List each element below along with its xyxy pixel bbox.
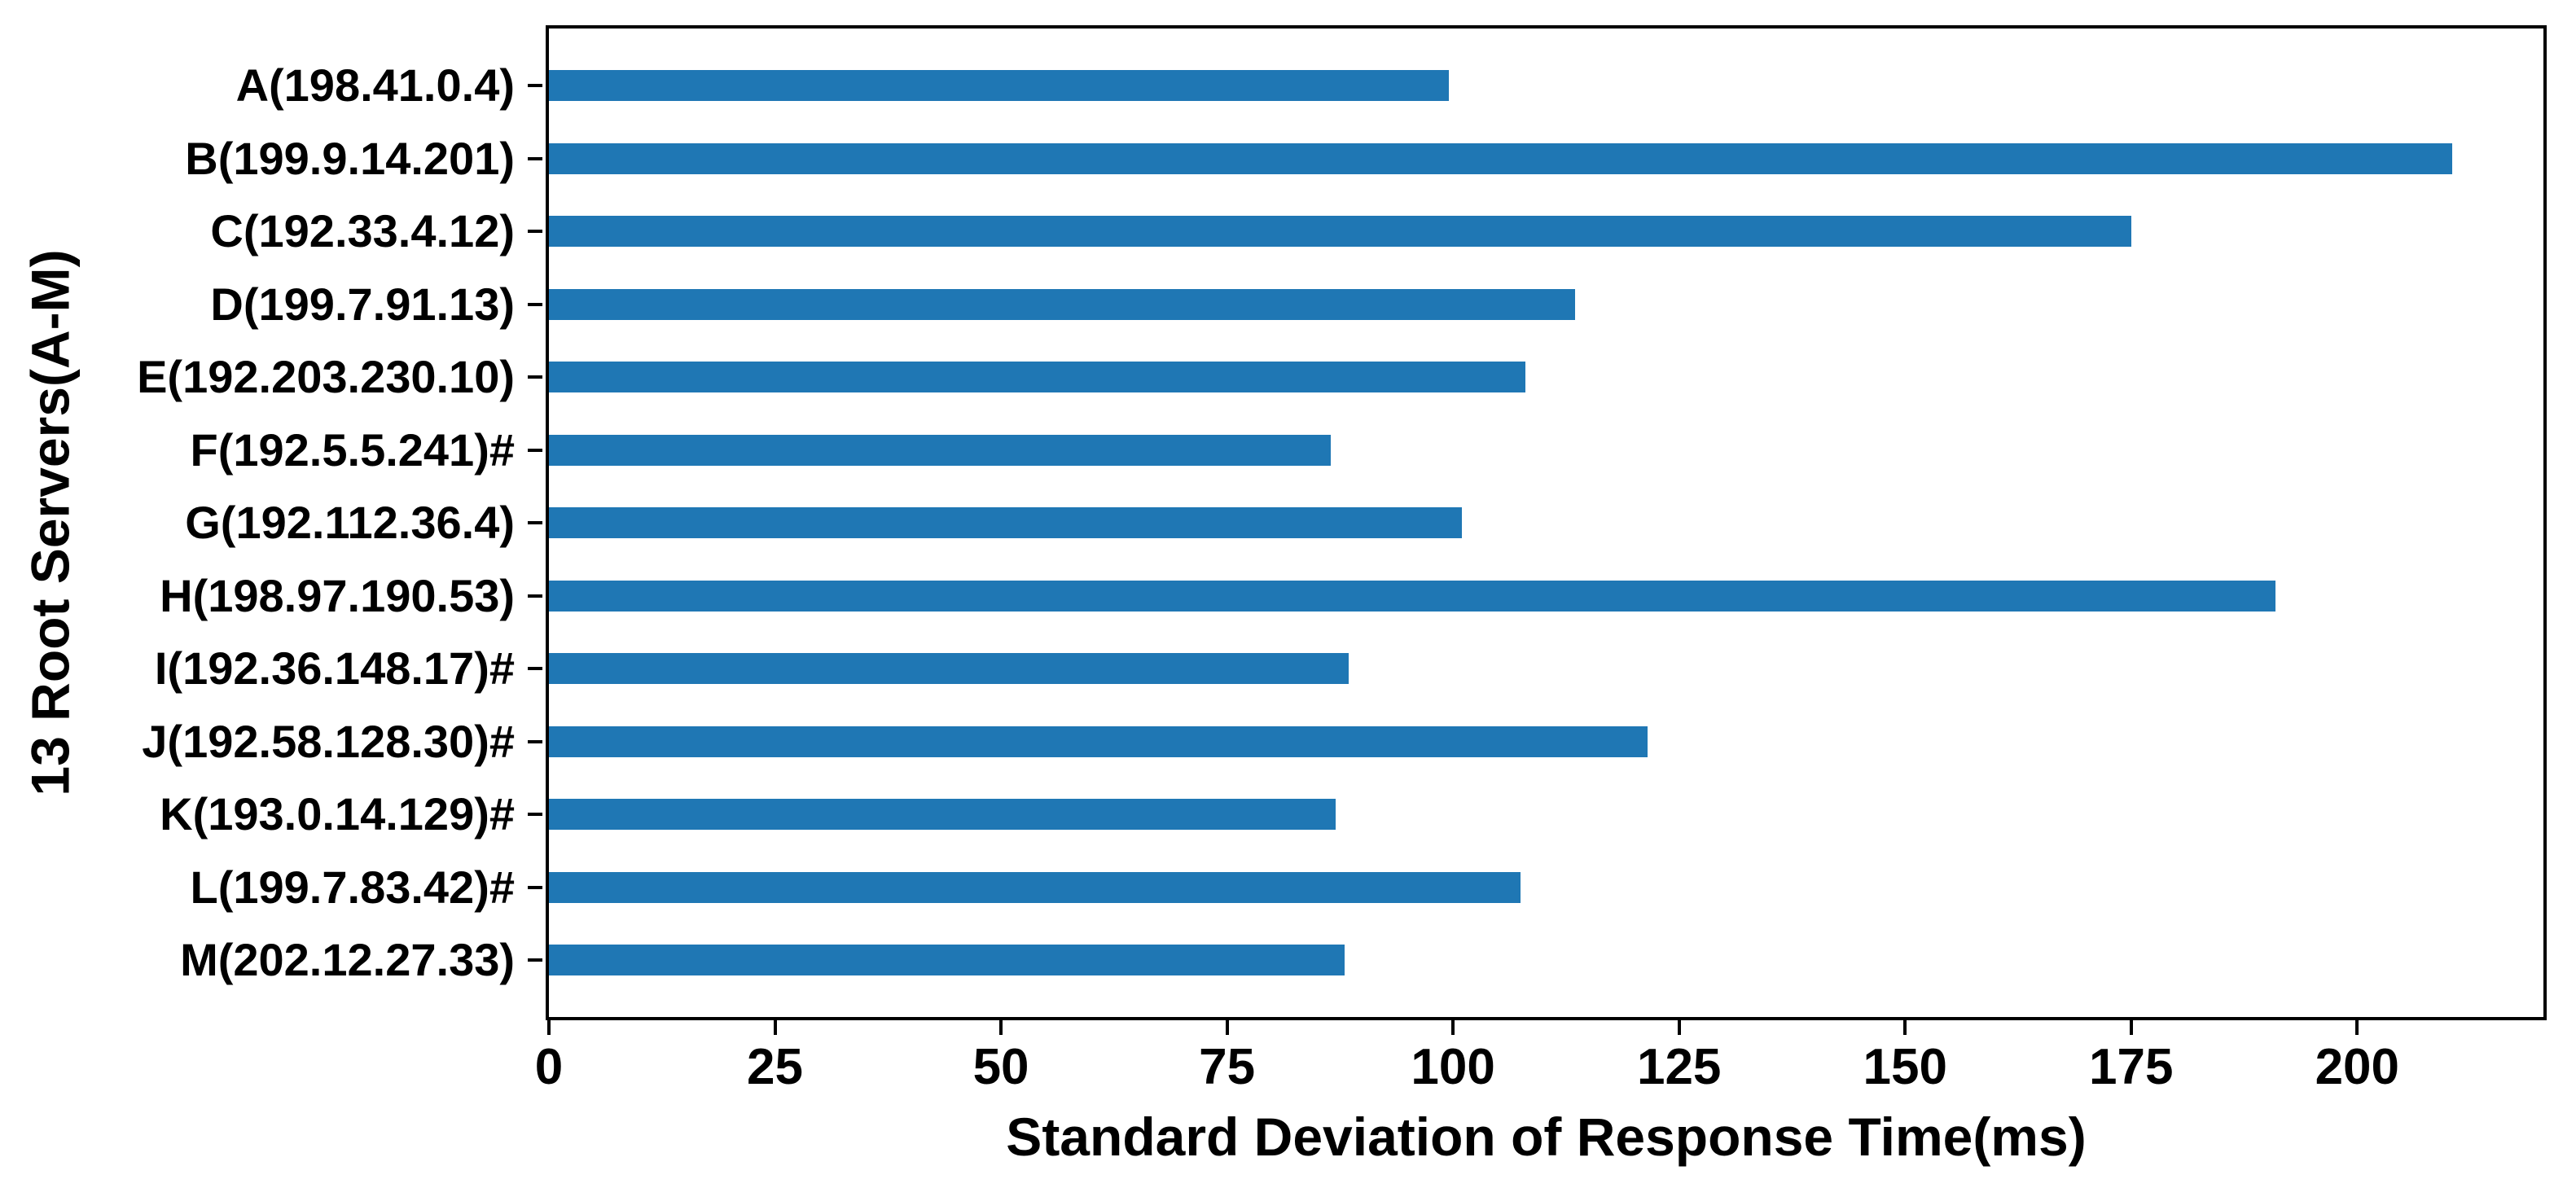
ytick-label-G: G(192.112.36.4) — [185, 497, 515, 548]
bar-B — [549, 142, 2452, 174]
ytick-label-F: F(192.5.5.241)# — [190, 423, 515, 476]
xtick-label-175: 175 — [2089, 1039, 2174, 1095]
ytick-mark-H — [528, 594, 542, 598]
ytick-label-E: E(192.203.230.10) — [137, 351, 515, 402]
xtick-label-150: 150 — [1863, 1039, 1947, 1095]
ytick-label-A: A(198.41.0.4) — [235, 59, 515, 111]
bar-D — [549, 288, 1576, 320]
xtick-mark-150 — [1903, 1020, 1907, 1035]
bar-F — [549, 434, 1332, 466]
xtick-mark-200 — [2355, 1020, 2359, 1035]
bar-E — [549, 362, 1525, 392]
xtick-mark-175 — [2129, 1020, 2133, 1035]
xtick-mark-25 — [773, 1020, 777, 1035]
ytick-mark-D — [528, 302, 542, 306]
ytick-mark-G — [528, 521, 542, 524]
xtick-mark-0 — [547, 1020, 551, 1035]
ytick-mark-A — [528, 84, 542, 87]
xtick-label-75: 75 — [1199, 1039, 1256, 1095]
xtick-mark-100 — [1451, 1020, 1455, 1035]
xtick-mark-125 — [1677, 1020, 1681, 1035]
xtick-label-25: 25 — [747, 1039, 804, 1095]
bar-H — [549, 580, 2276, 612]
bar-L — [549, 871, 1521, 903]
bar-G — [549, 507, 1463, 538]
ytick-label-K: K(193.0.14.129)# — [160, 788, 515, 839]
xtick-label-50: 50 — [972, 1039, 1029, 1095]
bar-C — [549, 216, 2131, 247]
ytick-mark-K — [528, 813, 542, 816]
ytick-label-D: D(199.7.91.13) — [210, 278, 515, 330]
x-axis-title: Standard Deviation of Response Time(ms) — [1006, 1107, 2087, 1167]
bar-M — [549, 945, 1345, 975]
ytick-mark-L — [528, 885, 542, 889]
ytick-mark-I — [528, 667, 542, 670]
ytick-label-H: H(198.97.190.53) — [160, 569, 515, 621]
xtick-mark-50 — [999, 1020, 1003, 1035]
ytick-mark-B — [528, 156, 542, 160]
ytick-label-J: J(192.58.128.30)# — [142, 715, 515, 767]
y-axis-tick-labels: A(198.41.0.4) B(199.9.14.201) C(192.33.4.1… — [0, 28, 542, 1017]
ytick-label-L: L(199.7.83.42)# — [190, 861, 515, 913]
xtick-label-125: 125 — [1636, 1039, 1722, 1095]
ytick-mark-J — [528, 739, 542, 743]
y-axis-title: 13 Root Servers(A-M) — [20, 249, 81, 796]
xtick-label-200: 200 — [2315, 1039, 2400, 1095]
bar-A — [549, 70, 1449, 101]
xtick-mark-75 — [1225, 1020, 1229, 1035]
ytick-mark-C — [528, 230, 542, 233]
y-axis-title-wrap: 13 Root Servers(A-M) — [10, 25, 91, 1020]
ytick-mark-F — [528, 448, 542, 452]
ytick-label-B: B(199.9.14.201) — [185, 132, 515, 184]
bar-K — [549, 799, 1336, 830]
bar-J — [549, 726, 1648, 757]
ytick-label-I: I(192.36.148.17)# — [154, 642, 515, 694]
xtick-label-0: 0 — [534, 1039, 564, 1095]
ytick-mark-M — [528, 958, 542, 962]
ytick-label-C: C(192.33.4.12) — [210, 205, 515, 256]
ytick-mark-E — [528, 375, 542, 379]
xtick-label-100: 100 — [1411, 1039, 1495, 1095]
plot-area — [546, 25, 2547, 1020]
bar-I — [549, 653, 1349, 684]
ytick-label-M: M(202.12.27.33) — [180, 934, 515, 985]
